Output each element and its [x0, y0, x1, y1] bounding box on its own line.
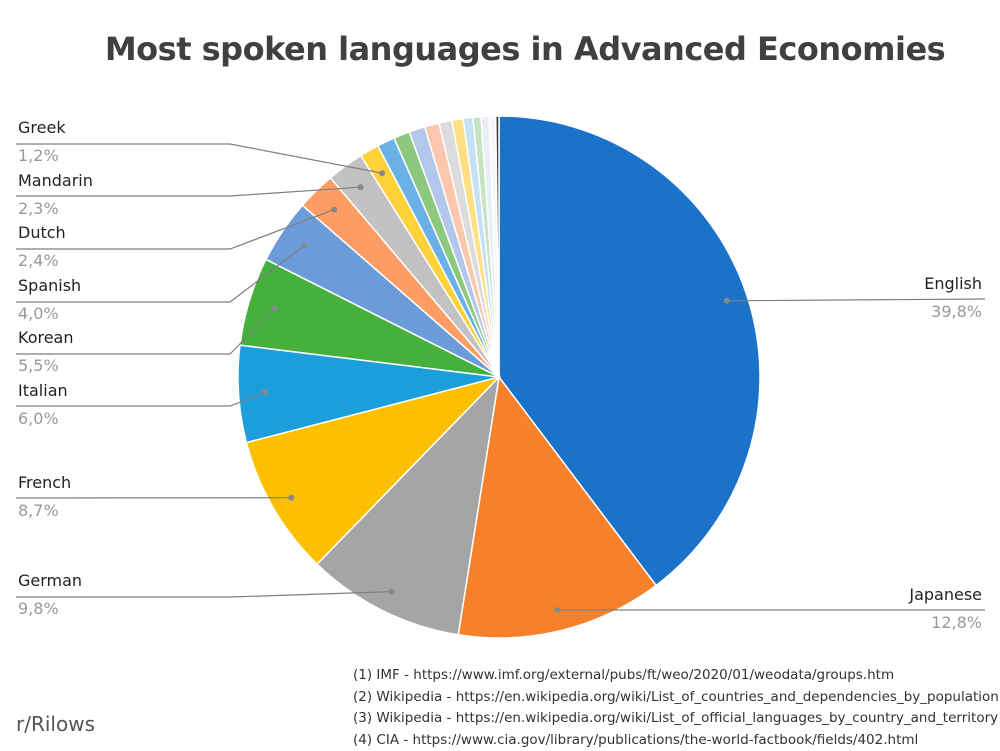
slice-label-name: English	[924, 274, 982, 293]
slice-label-name: Italian	[18, 381, 68, 400]
source-line: (3) Wikipedia - https://en.wikipedia.org…	[353, 708, 999, 730]
slice-label-name: German	[18, 571, 82, 590]
slice-label-value: 4,0%	[18, 304, 59, 323]
credit-text: r/Rilows	[16, 712, 95, 736]
leader-line	[727, 299, 985, 301]
slice-label-name: French	[18, 473, 71, 492]
slice-label-name: Korean	[18, 328, 74, 347]
pie-slices	[238, 116, 760, 638]
slice-label-name: Dutch	[18, 223, 66, 242]
slice-label-name: Spanish	[18, 276, 81, 295]
slice-label-value: 1,2%	[18, 146, 59, 165]
slice-label-value: 5,5%	[18, 356, 59, 375]
slice-label-value: 9,8%	[18, 599, 59, 618]
source-line: (1) IMF - https://www.imf.org/external/p…	[353, 665, 999, 687]
slice-label-value: 2,3%	[18, 199, 59, 218]
slice-label-value: 2,4%	[18, 251, 59, 270]
source-line: (4) CIA - https://www.cia.gov/library/pu…	[353, 730, 999, 751]
leader-line	[16, 592, 392, 597]
slice-label-value: 39,8%	[931, 302, 982, 321]
slice-label-name: Greek	[18, 118, 66, 137]
leader-line	[16, 144, 382, 173]
slice-label-value: 12,8%	[931, 613, 982, 632]
slice-label-value: 6,0%	[18, 409, 59, 428]
slice-label-name: Mandarin	[18, 171, 93, 190]
source-line: (2) Wikipedia - https://en.wikipedia.org…	[353, 687, 999, 709]
sources-list: (1) IMF - https://www.imf.org/external/p…	[353, 665, 999, 751]
chart-title: Most spoken languages in Advanced Econom…	[0, 30, 1000, 68]
slice-label-value: 8,7%	[18, 501, 59, 520]
slice-label-name: Japanese	[908, 585, 982, 604]
